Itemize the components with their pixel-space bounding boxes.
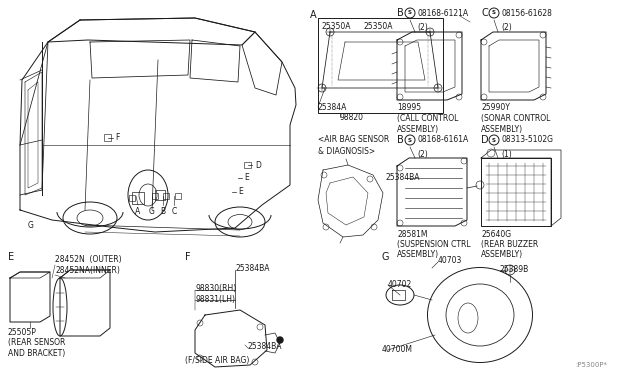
Text: 08168-6121A: 08168-6121A [417,9,468,17]
Text: 98831(LH): 98831(LH) [195,295,235,304]
Text: 08156-61628: 08156-61628 [501,9,552,17]
Bar [318,18,443,113]
Text: (F/SIDE AIR BAG): (F/SIDE AIR BAG) [185,356,250,365]
Text: G: G [149,207,155,216]
Text: C: C [481,8,488,18]
Text: 08313-5102G: 08313-5102G [501,135,553,144]
Text: F: F [115,134,120,142]
Text: E: E [8,252,14,262]
Text: (REAR BUZZER: (REAR BUZZER [481,240,538,249]
Text: (1): (1) [501,150,512,159]
Text: 25384A: 25384A [318,103,348,112]
Bar [244,162,251,168]
Text: (2): (2) [501,23,512,32]
Text: C: C [172,207,177,216]
Text: S: S [492,10,496,16]
Text: ASSEMBLY): ASSEMBLY) [481,125,523,134]
Text: B: B [397,8,404,18]
Bar [155,190,165,200]
Text: 08168-6161A: 08168-6161A [417,135,468,144]
Text: (CALL CONTROL: (CALL CONTROL [397,114,458,123]
Text: 18995: 18995 [397,103,421,112]
Text: B: B [397,135,404,145]
Text: E: E [244,173,249,183]
Bar [163,193,169,199]
Text: G: G [28,221,34,230]
Text: (2): (2) [417,23,428,32]
Text: 25640G: 25640G [481,230,511,239]
Text: (SONAR CONTROL: (SONAR CONTROL [481,114,550,123]
Text: 25990Y: 25990Y [481,103,510,112]
Text: A: A [310,10,317,20]
Text: 25389B: 25389B [500,265,529,274]
Text: ASSEMBLY): ASSEMBLY) [397,125,439,134]
Text: 25384BA: 25384BA [386,173,420,182]
Text: & DIAGNOSIS>: & DIAGNOSIS> [318,147,375,156]
Circle shape [277,337,283,343]
Text: 25505P: 25505P [8,328,37,337]
Text: F: F [185,252,191,262]
Text: 25384BA: 25384BA [235,264,269,273]
Bar [152,193,158,199]
Bar [104,134,111,141]
Text: B: B [161,207,166,216]
Text: 28452NA(INNER): 28452NA(INNER) [55,266,120,275]
Text: 25350A: 25350A [322,22,351,31]
Text: A: A [136,207,141,216]
Text: D: D [481,135,488,145]
Text: 40702: 40702 [388,280,412,289]
Text: (REAR SENSOR: (REAR SENSOR [8,338,65,347]
Text: 25350A: 25350A [363,22,392,31]
Text: 40703: 40703 [438,256,462,265]
Text: 28581M: 28581M [397,230,428,239]
Bar [129,195,135,201]
Text: S: S [408,138,412,142]
Text: D: D [255,160,261,170]
Text: AND BRACKET): AND BRACKET) [8,349,65,358]
Text: (2): (2) [417,150,428,159]
Bar [481,158,551,226]
Text: :P5300P*: :P5300P* [575,362,607,368]
Text: ASSEMBLY): ASSEMBLY) [397,250,439,259]
Text: 40700M: 40700M [382,345,413,354]
Text: 25384BA: 25384BA [248,342,282,351]
Text: (SUSPENSION CTRL: (SUSPENSION CTRL [397,240,470,249]
Text: 98830(RH): 98830(RH) [195,284,236,293]
Text: <AIR BAG SENSOR: <AIR BAG SENSOR [318,135,389,144]
Bar [175,193,181,199]
Text: G: G [382,252,390,262]
Bar [132,192,144,204]
Text: ASSEMBLY): ASSEMBLY) [481,250,523,259]
Text: 98820: 98820 [340,113,364,122]
Text: 28452N  (OUTER): 28452N (OUTER) [55,255,122,264]
Text: S: S [492,138,496,142]
Text: S: S [408,10,412,16]
Text: E: E [238,187,243,196]
